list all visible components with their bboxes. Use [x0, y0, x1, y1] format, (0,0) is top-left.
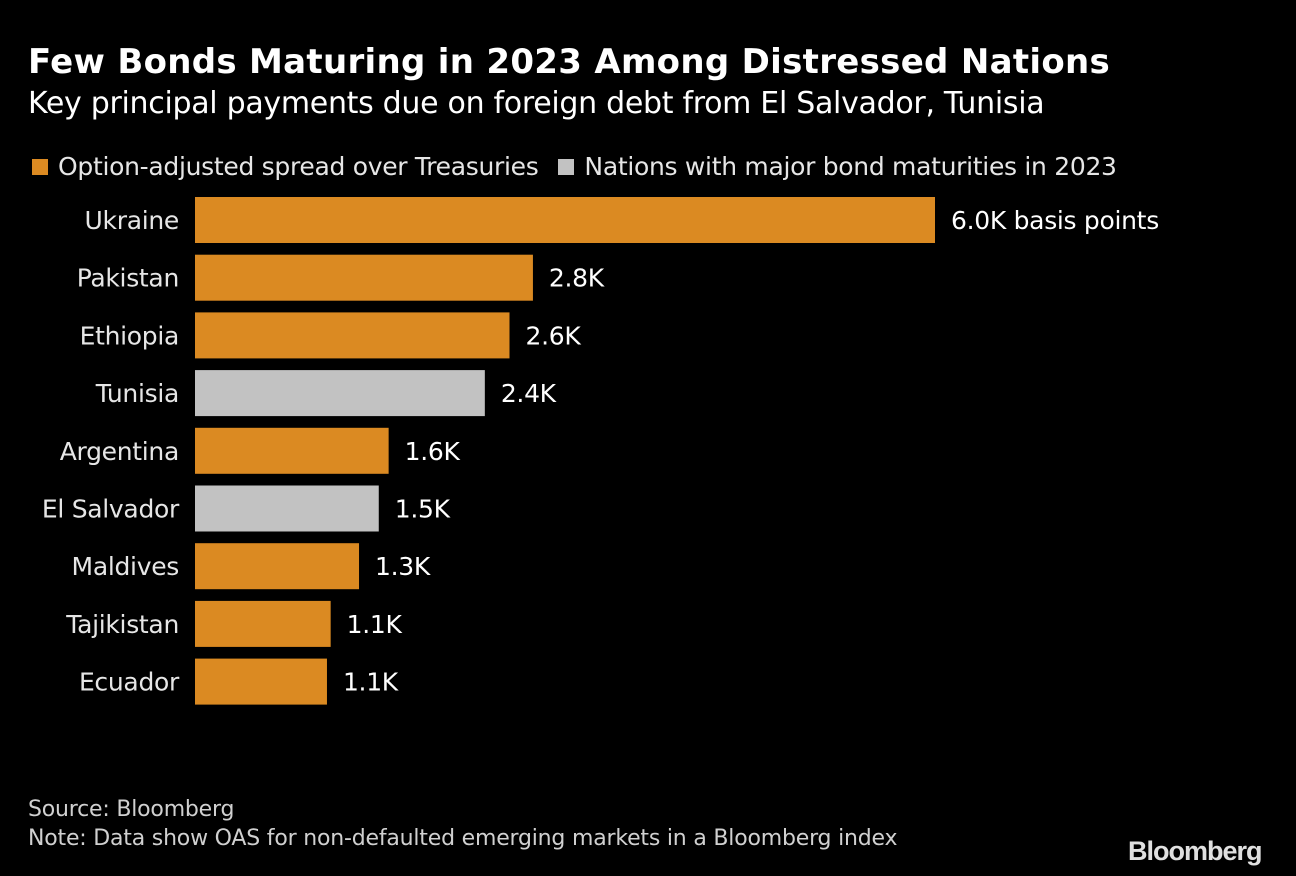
- category-label: Argentina: [60, 437, 179, 466]
- data-label: 2.8K: [549, 264, 605, 293]
- legend: Option-adjusted spread over Treasuries N…: [32, 152, 1137, 181]
- legend-label: Option-adjusted spread over Treasuries: [58, 152, 539, 181]
- category-label: Ukraine: [85, 206, 179, 235]
- category-label: Tajikistan: [65, 610, 179, 639]
- category-label: Ethiopia: [80, 321, 179, 350]
- bar: [195, 658, 327, 705]
- legend-swatch-orange: [32, 158, 48, 175]
- bar: [195, 427, 389, 474]
- data-label: 1.1K: [347, 610, 403, 639]
- legend-item-maturities: Nations with major bond maturities in 20…: [558, 152, 1117, 181]
- data-label: 1.6K: [405, 437, 461, 466]
- chart-title: Few Bonds Maturing in 2023 Among Distres…: [28, 42, 1111, 82]
- data-label: 2.6K: [526, 321, 582, 350]
- bloomberg-logo: Bloomberg: [1128, 836, 1263, 866]
- bar: [195, 485, 379, 532]
- category-label: Ecuador: [79, 668, 180, 697]
- data-label: 1.5K: [395, 495, 451, 524]
- category-label: Pakistan: [77, 264, 179, 293]
- category-label: El Salvador: [42, 495, 180, 524]
- bar: [195, 312, 510, 359]
- data-label: 1.1K: [343, 668, 399, 697]
- chart-subtitle: Key principal payments due on foreign de…: [28, 86, 1045, 121]
- bar: [195, 197, 935, 243]
- category-label: Maldives: [72, 552, 179, 581]
- data-label: 1.3K: [375, 552, 431, 581]
- data-label: 6.0K basis points: [951, 206, 1159, 235]
- legend-label: Nations with major bond maturities in 20…: [584, 152, 1117, 181]
- source-text: Source: Bloomberg: [28, 797, 235, 822]
- bar: [195, 543, 360, 590]
- legend-swatch-gray: [558, 158, 575, 175]
- category-label: Tunisia: [95, 379, 179, 408]
- footer: Source: Bloomberg Note: Data show OAS fo…: [28, 795, 897, 853]
- bar: [195, 370, 485, 417]
- note-text: Note: Data show OAS for non-defaulted em…: [28, 826, 898, 851]
- legend-item-oas: Option-adjusted spread over Treasuries: [32, 152, 539, 181]
- data-label: 2.4K: [501, 379, 557, 408]
- bar: [195, 254, 533, 301]
- bar: [195, 600, 331, 647]
